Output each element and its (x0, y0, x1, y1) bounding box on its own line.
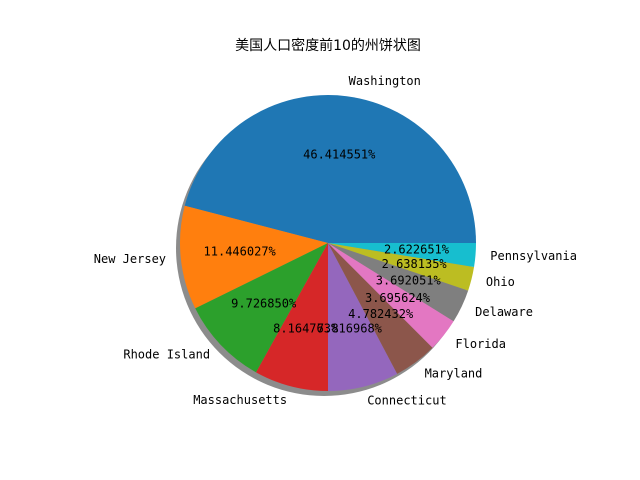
slice-rhode-island (195, 243, 328, 373)
value-label-rhode-island: 9.726850% (231, 297, 297, 311)
chart-title: 美国人口密度前10的州饼状图 (235, 37, 421, 54)
value-label-connecticut: 7.816968% (317, 322, 383, 336)
label-new-jersey: New Jersey (94, 252, 166, 266)
label-maryland: Maryland (425, 367, 483, 381)
label-rhode-island: Rhode Island (123, 348, 210, 362)
value-label-new-jersey: 11.446027% (204, 245, 277, 259)
value-label-ohio: 2.638135% (382, 257, 448, 271)
slice-washington (184, 95, 476, 243)
label-connecticut: Connecticut (367, 394, 446, 408)
pie-slices (180, 95, 476, 391)
label-pennsylvania: Pennsylvania (490, 249, 577, 263)
slice-delaware (328, 243, 469, 322)
label-massachusetts: Massachusetts (193, 393, 287, 407)
value-label-maryland: 4.782432% (348, 307, 414, 321)
slice-pennsylvania (328, 243, 476, 268)
label-washington: Washington (349, 74, 421, 88)
value-label-pennsylvania: 2.622651% (384, 243, 450, 257)
slice-florida (328, 243, 454, 348)
label-ohio: Ohio (486, 275, 515, 289)
slice-massachusetts (256, 243, 329, 391)
pie-labels: Washington 46.414551% New Jersey 11.446027%… (94, 74, 577, 407)
slice-maryland (328, 243, 433, 374)
value-label-delaware: 3.692051% (376, 273, 442, 287)
label-delaware: Delaware (475, 305, 533, 319)
value-label-florida: 3.695624% (365, 291, 431, 305)
slice-new-jersey (180, 205, 328, 309)
slice-ohio (328, 243, 475, 291)
value-label-massachusetts: 8.164763% (273, 321, 339, 335)
slice-connecticut (328, 243, 398, 391)
value-label-washington: 46.414551% (303, 147, 376, 161)
label-florida: Florida (455, 337, 506, 351)
